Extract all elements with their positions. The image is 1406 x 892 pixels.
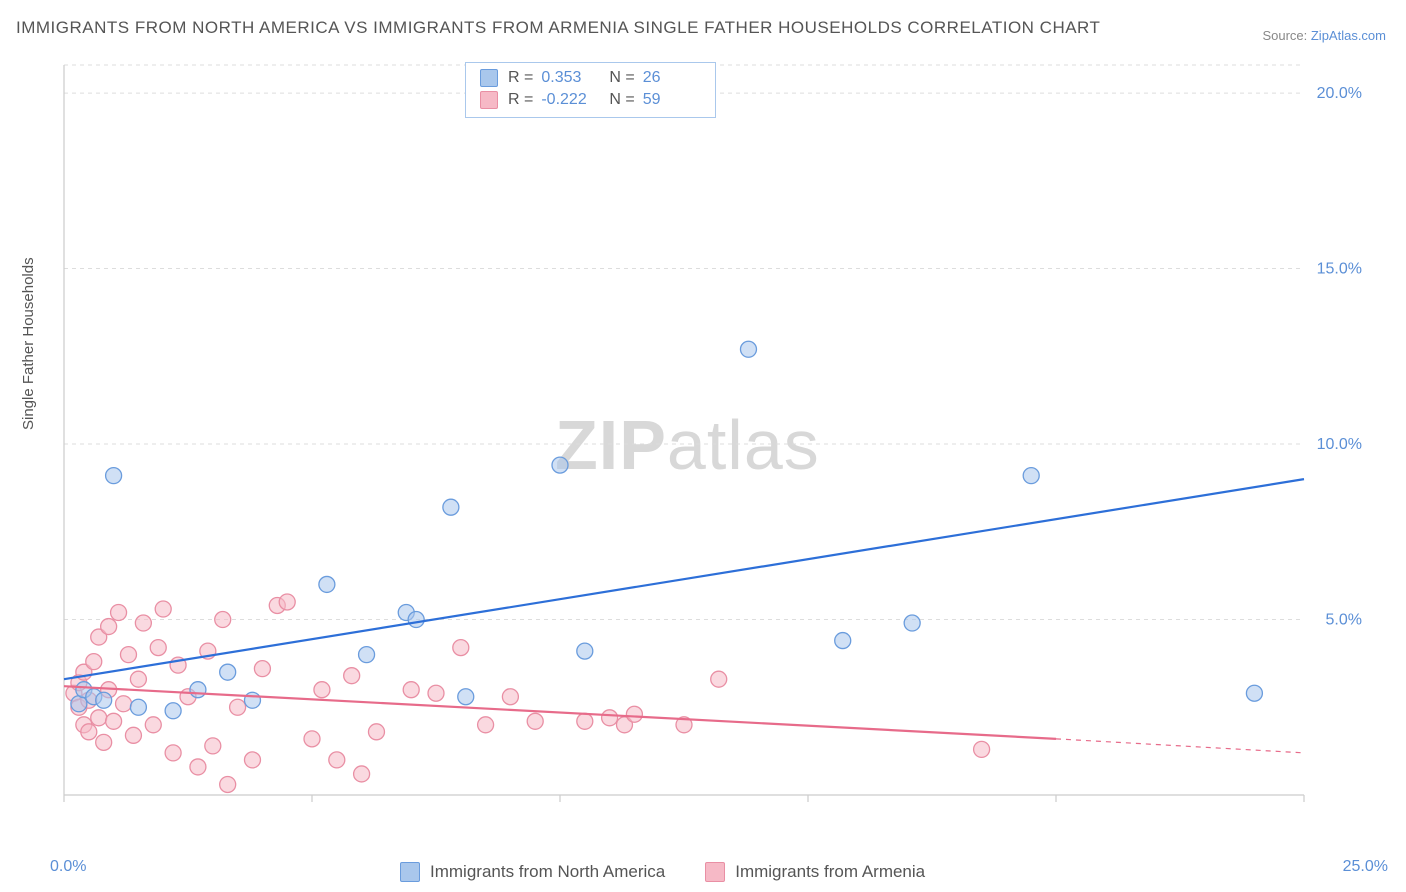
r-label: R =: [508, 69, 533, 87]
legend-label-na: Immigrants from North America: [430, 862, 665, 882]
legend-item-na: Immigrants from North America: [400, 862, 665, 882]
legend-swatch-na-icon: [400, 862, 420, 882]
legend-swatch-arm-icon: [705, 862, 725, 882]
r-value-na: 0.353: [541, 69, 599, 87]
series-legend: Immigrants from North America Immigrants…: [400, 862, 925, 882]
source-link[interactable]: ZipAtlas.com: [1311, 28, 1386, 43]
svg-text:5.0%: 5.0%: [1326, 612, 1362, 629]
legend-swatch-arm: [480, 91, 498, 109]
legend-label-arm: Immigrants from Armenia: [735, 862, 925, 882]
legend-row-2: R = -0.222 N = 59: [480, 89, 701, 111]
svg-text:15.0%: 15.0%: [1317, 261, 1362, 278]
source-attribution: Source: ZipAtlas.com: [1262, 28, 1386, 43]
x-axis-origin: 0.0%: [50, 858, 86, 876]
chart-title: IMMIGRANTS FROM NORTH AMERICA VS IMMIGRA…: [16, 18, 1100, 38]
n-value-na: 26: [643, 69, 701, 87]
x-axis-max: 25.0%: [1343, 858, 1388, 876]
legend-item-arm: Immigrants from Armenia: [705, 862, 925, 882]
r-value-arm: -0.222: [541, 91, 599, 109]
n-label: N =: [609, 69, 634, 87]
source-label: Source:: [1262, 28, 1310, 43]
scatter-chart: 5.0% 10.0% 15.0% 20.0%: [54, 55, 1374, 825]
svg-text:10.0%: 10.0%: [1317, 436, 1362, 453]
legend-row-1: R = 0.353 N = 26: [480, 67, 701, 89]
n-value-arm: 59: [643, 91, 701, 109]
n-label: N =: [609, 91, 634, 109]
r-label: R =: [508, 91, 533, 109]
legend-swatch-na: [480, 69, 498, 87]
svg-text:20.0%: 20.0%: [1317, 85, 1362, 102]
y-axis-label: Single Father Households: [20, 257, 37, 430]
correlation-legend: R = 0.353 N = 26 R = -0.222 N = 59: [465, 62, 716, 118]
chart-area: 5.0% 10.0% 15.0% 20.0%: [54, 55, 1374, 825]
